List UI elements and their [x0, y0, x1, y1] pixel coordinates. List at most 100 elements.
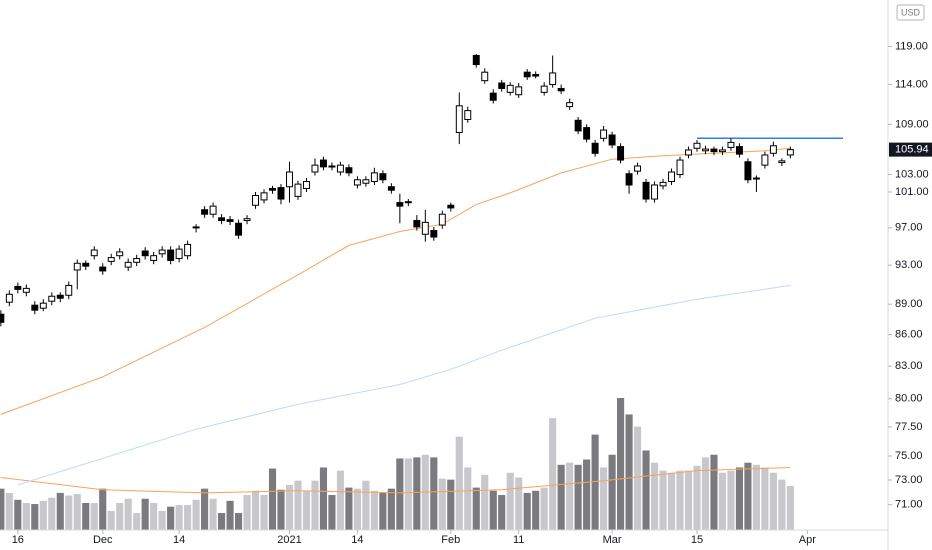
- volume-bar: [345, 487, 353, 530]
- candle-body: [625, 173, 633, 186]
- volume-bar: [532, 490, 540, 530]
- volume-bar: [438, 478, 446, 530]
- currency[interactable]: USD: [901, 7, 921, 17]
- candle-body: [379, 173, 387, 181]
- candle-body: [184, 243, 192, 257]
- volume-bar: [506, 472, 514, 530]
- candle-body: [404, 201, 412, 204]
- y-tick-label: 114.00: [895, 78, 928, 90]
- x-tick-label: Feb: [441, 534, 460, 546]
- volume-bar: [218, 513, 226, 530]
- candle-body: [718, 149, 726, 153]
- volume-bar: [566, 462, 574, 530]
- volume-bar: [150, 502, 158, 530]
- y-tick-label: 89.00: [895, 298, 923, 310]
- candle-body: [464, 110, 472, 120]
- candle-body: [489, 92, 497, 101]
- candle-body: [226, 219, 234, 222]
- y-tick-label: 71.00: [895, 499, 923, 511]
- volume-bar: [387, 488, 395, 530]
- volume-bar: [752, 464, 760, 530]
- volume-bar: [107, 510, 115, 530]
- volume-bar: [744, 462, 752, 530]
- candle-body: [744, 161, 752, 181]
- x-tick-label: 16: [12, 534, 24, 546]
- volume-bar: [201, 488, 209, 530]
- volume-bar: [727, 470, 735, 530]
- candle-body: [133, 258, 141, 263]
- volume-bar: [583, 459, 591, 530]
- candle-body: [345, 167, 353, 174]
- volume-bar: [540, 487, 548, 530]
- y-tick-label: 101.00: [895, 186, 929, 198]
- candle-body: [107, 257, 115, 262]
- candle-body: [22, 287, 30, 293]
- volume-bar: [277, 489, 285, 530]
- y-tick-label: 119.00: [895, 40, 928, 52]
- volume-bar: [396, 458, 404, 530]
- candle-body: [506, 84, 514, 93]
- candle-body: [481, 71, 489, 82]
- candle-body: [201, 209, 209, 215]
- volume-bar: [141, 498, 149, 530]
- volume-bar: [319, 467, 328, 530]
- volume-bar: [413, 457, 421, 530]
- volume-bar: [362, 480, 370, 530]
- candle-body: [99, 266, 107, 272]
- volume-bar: [158, 510, 166, 530]
- x-tick-label: Dec: [93, 534, 113, 546]
- volume-bar: [14, 499, 22, 530]
- candle-body: [209, 205, 217, 215]
- x-tick-label: Mar: [603, 534, 622, 546]
- volume-bar: [633, 426, 642, 530]
- candle-body: [583, 127, 591, 140]
- candle-body: [438, 213, 446, 226]
- candle-body: [557, 87, 565, 92]
- volume-bar: [472, 487, 480, 530]
- volume-bar: [523, 492, 531, 530]
- candle-body: [319, 159, 327, 168]
- volume-bar: [167, 506, 175, 530]
- last-price-label: 105.94: [895, 144, 929, 156]
- candle-body: [73, 262, 81, 271]
- indicator-layer: [0, 137, 844, 486]
- candle-body: [727, 141, 735, 148]
- y-tick-label: 86.00: [895, 329, 923, 341]
- volume-bar: [65, 495, 73, 530]
- volume-bar: [90, 502, 98, 530]
- candle-body: [600, 129, 608, 139]
- volume-bar: [447, 479, 455, 530]
- candle-body: [294, 183, 302, 197]
- volume-bar: [328, 495, 336, 530]
- x-tick-label: 11: [513, 534, 524, 546]
- candle-body: [158, 249, 166, 255]
- volume-bar: [693, 465, 701, 530]
- candle-body: [566, 102, 574, 108]
- candle-body: [48, 295, 56, 302]
- candle-body: [116, 251, 124, 257]
- currency-box[interactable]: [896, 4, 925, 21]
- volume-bar: [489, 490, 497, 530]
- volume-bar: [234, 513, 243, 530]
- candle-body: [608, 134, 616, 146]
- candle-body: [328, 165, 336, 168]
- volume-bar: [481, 474, 489, 530]
- candle-body: [413, 220, 421, 228]
- volume-bar: [336, 470, 344, 530]
- candle-body: [141, 250, 149, 257]
- candle-body: [56, 294, 64, 299]
- candle-body: [0, 313, 5, 323]
- candle-body: [387, 186, 395, 191]
- candle-body: [277, 187, 285, 200]
- candle-body: [370, 172, 378, 182]
- volume-bar: [515, 477, 523, 530]
- volume-bar: [718, 472, 727, 530]
- volume-bar: [311, 480, 319, 530]
- candle-body: [286, 171, 293, 188]
- volume-bar: [701, 457, 710, 530]
- volume-bar: [116, 502, 124, 530]
- candle-body: [421, 221, 429, 235]
- candle-body: [523, 71, 531, 78]
- volume-bar: [786, 486, 794, 530]
